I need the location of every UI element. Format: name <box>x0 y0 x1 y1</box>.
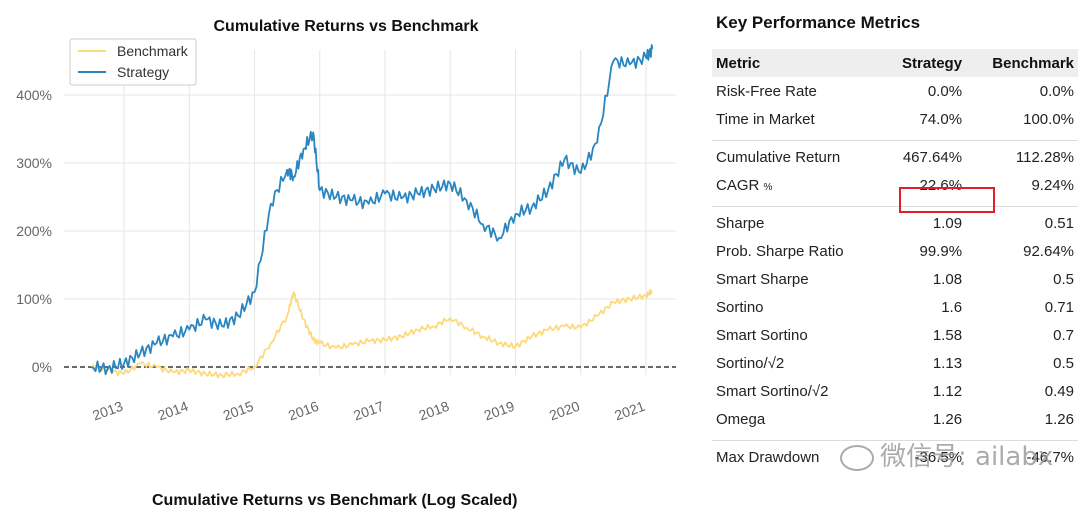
legend-label-strategy: Strategy <box>117 64 169 80</box>
x-tick-label: 2017 <box>351 398 386 424</box>
metrics-row: Risk-Free Rate 0.0% 0.0% <box>712 77 1078 105</box>
benchmark-value: 1.26 <box>1044 410 1074 428</box>
metric-name: Smart Sharpe <box>716 270 809 288</box>
metrics-header-row: Metric Strategy Benchmark <box>712 49 1078 77</box>
strategy-value: 74.0% <box>919 110 963 128</box>
chart-grid <box>64 50 676 375</box>
log-chart-title: Cumulative Returns vs Benchmark (Log Sca… <box>152 492 518 509</box>
chart-title: Cumulative Returns vs Benchmark <box>214 18 479 35</box>
benchmark-value: 0.49 <box>1044 382 1074 400</box>
header-metric: Metric <box>712 49 882 77</box>
metrics-row: Prob. Sharpe Ratio 99.9% 92.64% <box>712 237 1078 265</box>
metrics-row: CAGR % 22.6% 9.24% <box>712 171 1078 199</box>
strategy-value: 467.64% <box>902 148 963 166</box>
y-tick-label: 400% <box>16 87 52 103</box>
metrics-row: Smart Sortino/√2 1.12 0.49 <box>712 377 1078 405</box>
metrics-row: Sortino/√2 1.13 0.5 <box>712 349 1078 377</box>
metrics-row: Smart Sortino 1.58 0.7 <box>712 321 1078 349</box>
strategy-value: 1.26 <box>932 410 963 428</box>
metric-name: Smart Sortino <box>716 326 808 344</box>
metrics-row: Max Drawdown -36.5% -46.7% <box>712 443 1078 471</box>
metrics-row: Smart Sharpe 1.08 0.5 <box>712 265 1078 293</box>
benchmark-value: 0.5 <box>1053 270 1074 288</box>
benchmark-value: 92.64% <box>1023 242 1074 260</box>
header-benchmark: Benchmark <box>966 49 1078 77</box>
metrics-separator <box>712 433 1078 443</box>
metrics-title: Key Performance Metrics <box>716 13 921 32</box>
x-tick-label: 2018 <box>417 398 452 424</box>
strategy-value: 1.09 <box>932 214 963 232</box>
metric-name: Sortino <box>716 298 764 316</box>
watermark: 微信号: ailabx <box>840 436 1053 473</box>
y-tick-label: 0% <box>32 359 52 375</box>
metrics-row: Sortino 1.6 0.71 <box>712 293 1078 321</box>
metrics-body: Risk-Free Rate 0.0% 0.0% Time in Market 74.0… <box>712 77 1078 471</box>
x-tick-label: 2016 <box>286 398 321 424</box>
y-tick-label: 300% <box>16 155 52 171</box>
cumulative-returns-chart: Cumulative Returns vs Benchmark 0% 100% 20… <box>16 18 676 424</box>
benchmark-value: 0.7 <box>1053 326 1074 344</box>
metrics-separator <box>712 199 1078 209</box>
x-tick-label: 2014 <box>156 398 191 424</box>
benchmark-value: 112.28% <box>1015 148 1074 166</box>
header-strategy: Strategy <box>881 49 967 77</box>
metrics-row: Time in Market 74.0% 100.0% <box>712 105 1078 133</box>
metric-name: Omega <box>716 410 766 428</box>
x-tick-label: 2021 <box>612 398 647 424</box>
y-tick-label: 100% <box>16 291 52 307</box>
cagr-symbol: % <box>763 181 773 193</box>
y-axis-ticks: 0% 100% 200% 300% 400% <box>16 87 52 375</box>
x-tick-label: 2015 <box>221 398 256 424</box>
strategy-value: 99.9% <box>919 242 963 260</box>
benchmark-value: 100.0% <box>1023 110 1074 128</box>
metric-name: Risk-Free Rate <box>716 82 817 100</box>
y-tick-label: 200% <box>16 223 52 239</box>
metrics-row: Omega 1.26 1.26 <box>712 405 1078 433</box>
benchmark-value: 9.24% <box>1031 176 1074 194</box>
cagr-highlight-box <box>899 187 995 213</box>
strategy-value: 0.0% <box>927 82 963 100</box>
benchmark-value: 0.0% <box>1039 82 1074 100</box>
x-tick-label: 2019 <box>482 398 517 424</box>
metric-name: Max Drawdown <box>716 448 820 466</box>
metric-name: Sharpe <box>716 214 765 232</box>
metrics-row: Cumulative Return 467.64% 112.28% <box>712 143 1078 171</box>
metric-name: Time in Market <box>716 110 815 128</box>
strategy-value: -36.5% <box>914 448 963 466</box>
x-tick-label: 2020 <box>547 398 582 424</box>
strategy-value: 1.13 <box>932 354 963 372</box>
series-line-strategy <box>90 44 654 376</box>
strategy-value: 1.6 <box>941 298 963 316</box>
strategy-value: 1.12 <box>932 382 963 400</box>
metrics-row: Sharpe 1.09 0.51 <box>712 209 1078 237</box>
legend-label-benchmark: Benchmark <box>117 43 189 59</box>
x-tick-label: 2013 <box>90 398 125 424</box>
x-axis-ticks: 2013 2014 2015 2016 2017 2018 2019 2020 2021 <box>90 398 647 424</box>
benchmark-value: 0.51 <box>1044 214 1074 232</box>
metric-name: Sortino/√2 <box>716 354 785 372</box>
series-line-benchmark <box>90 289 654 379</box>
wechat-icon <box>840 444 874 471</box>
metric-name: CAGR % <box>716 176 773 194</box>
metrics-separator <box>712 133 1078 143</box>
benchmark-value: 0.71 <box>1044 298 1074 316</box>
benchmark-value: -46.7% <box>1026 448 1074 466</box>
metric-name: Cumulative Return <box>716 148 841 166</box>
strategy-value: 1.58 <box>932 326 963 344</box>
benchmark-value: 0.5 <box>1053 354 1074 372</box>
watermark-text: 微信号: ailabx <box>880 442 1054 472</box>
metrics-table: Metric Strategy Benchmark Risk-Free Rate… <box>712 49 1078 471</box>
metric-name: Smart Sortino/√2 <box>716 382 829 400</box>
strategy-value: 1.08 <box>932 270 963 288</box>
strategy-value: 22.6% <box>919 176 963 194</box>
metrics-panel: Key Performance Metrics Metric Strategy … <box>712 0 1080 504</box>
metric-name: Prob. Sharpe Ratio <box>716 242 844 260</box>
chart-series <box>90 44 654 379</box>
chart-legend: Benchmark Strategy <box>69 38 197 86</box>
